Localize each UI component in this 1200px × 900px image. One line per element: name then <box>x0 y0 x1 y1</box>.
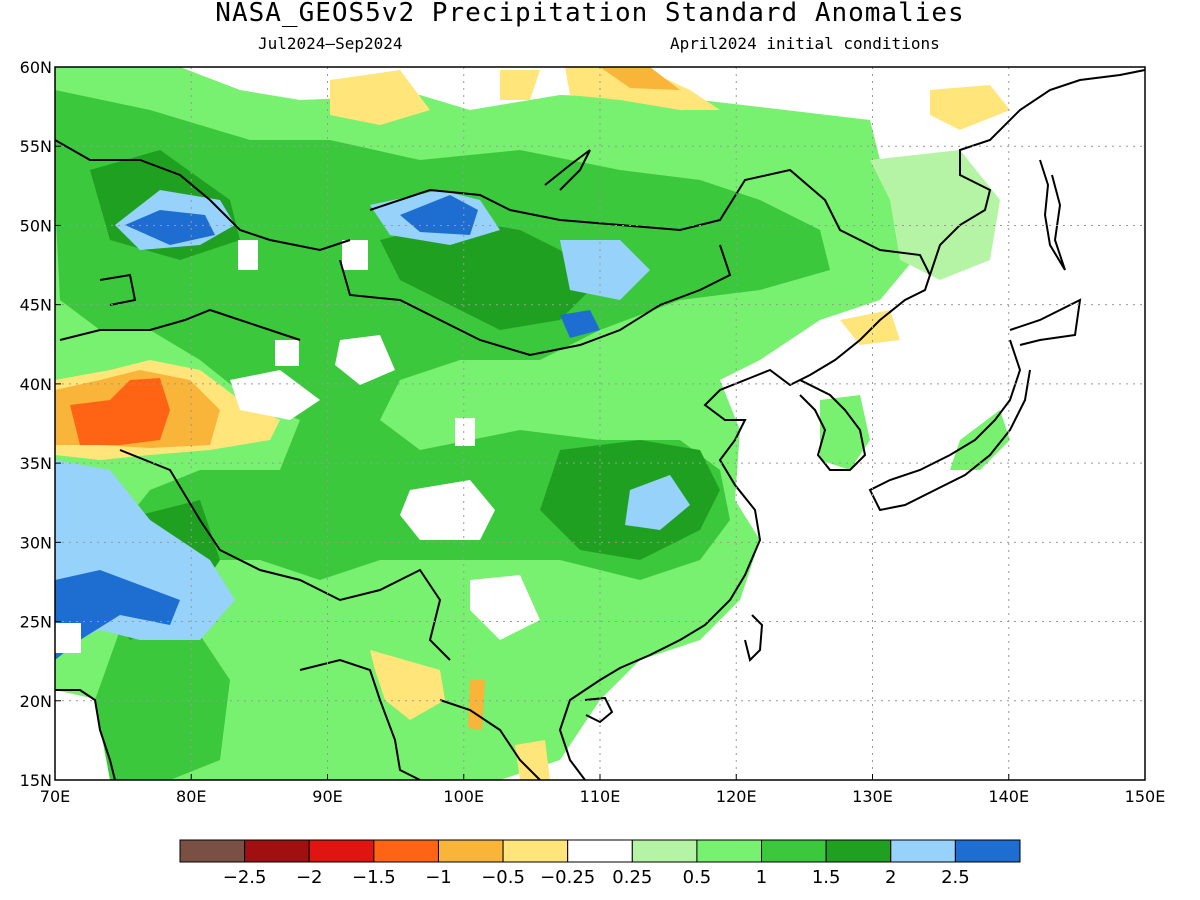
colorbar-swatch <box>373 839 439 863</box>
colorbar-swatch <box>631 839 698 863</box>
lon-tick-label: 130E <box>852 787 893 806</box>
initial-conditions: April2024 initial conditions <box>670 34 940 53</box>
nodata-cell-2 <box>342 240 368 270</box>
anomaly-field-yellow-3 <box>600 67 680 90</box>
colorbar-label: 1 <box>756 867 767 888</box>
sakhalin <box>1039 159 1066 271</box>
east-asia-coastline <box>558 69 1145 780</box>
colorbar-swatch <box>308 839 375 863</box>
anomaly-field-ne <box>870 150 1000 280</box>
lat-tick-label: 20N <box>20 692 52 711</box>
lon-tick-label: 90E <box>312 787 342 806</box>
anomaly-field-white-1 <box>400 480 495 540</box>
colorbar-swatch <box>567 839 633 863</box>
anomaly-field-darkblue-4 <box>560 310 600 338</box>
anomaly-field-yellow-7 <box>840 310 900 345</box>
colorbar-swatch <box>244 839 310 863</box>
colorbar-swatch <box>502 839 569 863</box>
lat-tick-label: 30N <box>20 533 52 552</box>
colorbar-label: −1.5 <box>352 867 396 888</box>
korea-coastline <box>799 379 867 471</box>
lat-tick-label: 55N <box>20 137 52 156</box>
colorbar-swatch <box>890 839 956 863</box>
map-title: NASA_GEOS5v2 Precipitation Standard Anom… <box>215 0 965 28</box>
map-plot-area <box>55 67 1145 780</box>
colorbar-swatch <box>696 839 763 863</box>
anomaly-field-japan <box>950 410 1010 470</box>
nodata-cell-4 <box>55 623 81 653</box>
colorbar-label: −1 <box>425 867 452 888</box>
colorbar-label: 2.5 <box>941 867 970 888</box>
anomaly-field-darkblue-3 <box>55 570 180 660</box>
colorbar-label: −0.5 <box>481 867 525 888</box>
anomaly-field-yellow-8 <box>370 650 445 720</box>
colorbar-label: −0.25 <box>540 867 595 888</box>
hainan <box>584 696 614 724</box>
kazakh-south-border <box>59 308 301 341</box>
lat-tick-label: 40N <box>20 375 52 394</box>
himalaya-border <box>119 449 451 661</box>
anomaly-field-white-2 <box>335 335 395 385</box>
forecast-period: Jul2024–Sep2024 <box>258 34 403 53</box>
indochina <box>439 699 541 780</box>
anomaly-field-lightblue-5 <box>625 475 690 530</box>
japan-honshu <box>868 339 1031 512</box>
lat-tick-label: 25N <box>20 613 52 632</box>
nodata-cell-3 <box>275 340 299 366</box>
colorbar-label: 1.5 <box>812 867 841 888</box>
bangladesh-myanmar <box>299 658 421 780</box>
baikal <box>544 149 591 191</box>
colorbar: −2.5 −2 −1.5 −1 −0.5 −0.25 0.25 0.5 1 1.5 2 2.5 <box>179 839 1021 888</box>
latitude-axis: 15N 20N 25N 30N 35N 40N 45N 50N 55N 60N <box>20 58 61 790</box>
colorbar-label: −2 <box>296 867 323 888</box>
anomaly-field-korea <box>820 395 870 470</box>
anomaly-field-yellow-6 <box>930 85 1010 130</box>
anomaly-field-darkorange-1 <box>70 378 170 445</box>
nodata-cell-1 <box>238 240 258 270</box>
colorbar-swatch <box>437 839 504 863</box>
lat-tick-label: 15N <box>20 771 52 790</box>
anomaly-field-white-3 <box>470 575 540 640</box>
anomaly-field-yellow-5 <box>500 70 540 100</box>
lon-tick-label: 70E <box>40 787 70 806</box>
anomaly-field-yellow-4 <box>330 70 430 125</box>
kazakhstan-border <box>55 139 351 252</box>
lon-tick-label: 80E <box>176 787 206 806</box>
lon-tick-label: 150E <box>1125 787 1166 806</box>
lat-tick-label: 35N <box>20 454 52 473</box>
anomaly-field-darkblue-1 <box>125 210 215 245</box>
mongolia-border <box>339 244 732 357</box>
longitude-axis: 70E 80E 90E 100E 110E 120E 130E 140E 150E <box>40 774 1166 806</box>
colorbar-swatch <box>825 839 892 863</box>
anomaly-field-darkgreen-1 <box>380 220 600 330</box>
hokkaido <box>1009 298 1082 346</box>
lat-tick-label: 45N <box>20 296 52 315</box>
russia-china-border <box>369 168 931 276</box>
colorbar-label: 0.25 <box>612 867 652 888</box>
lon-tick-label: 100E <box>443 787 484 806</box>
colorbar-swatch <box>179 839 246 863</box>
taiwan <box>744 614 764 662</box>
lat-tick-label: 60N <box>20 58 52 77</box>
anomaly-field-yellow-10 <box>515 740 550 780</box>
lon-tick-label: 120E <box>716 787 757 806</box>
colorbar-swatch <box>761 839 827 863</box>
lon-tick-label: 140E <box>988 787 1029 806</box>
lon-tick-label: 110E <box>580 787 621 806</box>
caspian-aral <box>99 273 137 306</box>
anomaly-field-lightblue-4 <box>560 240 650 300</box>
colorbar-label: 0.5 <box>683 867 712 888</box>
colorbar-swatch <box>954 839 1021 863</box>
india-coastline <box>55 689 116 780</box>
lat-tick-label: 50N <box>20 216 52 235</box>
nodata-cell-5 <box>455 418 475 446</box>
coastlines <box>55 69 1145 780</box>
anomaly-field-white-4 <box>230 370 320 420</box>
colorbar-label: 2 <box>885 867 896 888</box>
colorbar-label: −2.5 <box>223 867 267 888</box>
